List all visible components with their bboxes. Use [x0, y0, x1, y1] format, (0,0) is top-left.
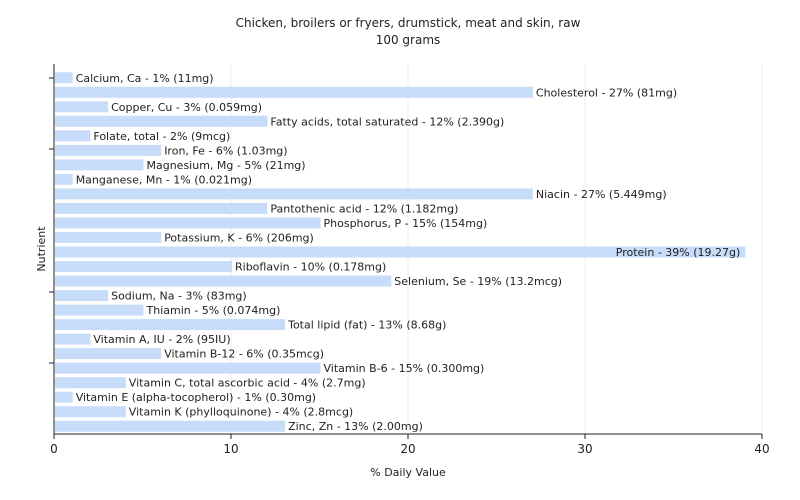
- bar: [55, 406, 126, 418]
- bar-label: Vitamin C, total ascorbic acid - 4% (2.7…: [129, 377, 366, 390]
- bar: [55, 290, 109, 302]
- bar-label: Protein - 39% (19.27g): [616, 246, 741, 259]
- x-tick-label: 10: [223, 442, 238, 456]
- bar: [55, 188, 533, 200]
- bar-label: Copper, Cu - 3% (0.059mg): [111, 101, 262, 114]
- bar-label: Niacin - 27% (5.449mg): [536, 188, 667, 201]
- bar-label: Thiamin - 5% (0.074mg): [146, 304, 281, 317]
- bar-label: Sodium, Na - 3% (83mg): [111, 290, 247, 303]
- bar: [55, 159, 144, 171]
- bar-label: Phosphorus, P - 15% (154mg): [324, 217, 488, 230]
- bar-label: Riboflavin - 10% (0.178mg): [235, 261, 386, 274]
- bar: [55, 144, 162, 156]
- bar: [55, 115, 268, 127]
- y-axis-label: Nutrient: [35, 226, 48, 272]
- bar: [55, 420, 286, 432]
- bar-label: Vitamin A, IU - 2% (95IU): [93, 333, 230, 346]
- bar: [55, 72, 73, 84]
- bar-label: Magnesium, Mg - 5% (21mg): [147, 159, 306, 172]
- x-tick-label: 30: [577, 442, 592, 456]
- bar: [55, 246, 746, 258]
- bar-label: Total lipid (fat) - 13% (8.68g): [287, 319, 446, 332]
- bar: [55, 304, 144, 316]
- bar: [55, 130, 91, 142]
- bar-label: Iron, Fe - 6% (1.03mg): [164, 144, 287, 157]
- bar-label: Vitamin K (phylloquinone) - 4% (2.8mcg): [129, 406, 353, 419]
- bar: [55, 173, 73, 185]
- bar: [55, 391, 73, 403]
- bar-label: Selenium, Se - 19% (13.2mcg): [394, 275, 562, 288]
- bar-label: Manganese, Mn - 1% (0.021mg): [76, 173, 252, 186]
- bar: [55, 319, 286, 331]
- bar-label: Vitamin E (alpha-tocopherol) - 1% (0.30m…: [76, 391, 316, 404]
- bar: [55, 348, 162, 360]
- x-tick-label: 20: [400, 442, 415, 456]
- bar: [55, 333, 91, 345]
- bar: [55, 377, 126, 389]
- bar-label: Pantothenic acid - 12% (1.182mg): [270, 202, 458, 215]
- x-axis-label: % Daily Value: [370, 466, 446, 479]
- bars: Calcium, Ca - 1% (11mg) Cholesterol - 27%…: [55, 72, 746, 433]
- bar: [55, 86, 533, 98]
- x-tick-label: 0: [50, 442, 58, 456]
- bar: [55, 217, 321, 229]
- bar: [55, 202, 268, 214]
- x-tick-label: 40: [754, 442, 769, 456]
- bar: [55, 101, 109, 113]
- x-axis-ticks: 0 10 20 30 40: [49, 77, 770, 456]
- bar-label: Folate, total - 2% (9mcg): [93, 130, 230, 143]
- bar: [55, 275, 392, 287]
- bar: [55, 231, 162, 243]
- chart-title: Chicken, broilers or fryers, drumstick, …: [236, 16, 581, 30]
- bar: [55, 261, 232, 273]
- bar-label: Vitamin B-6 - 15% (0.300mg): [324, 362, 485, 375]
- bar-label: Calcium, Ca - 1% (11mg): [76, 72, 214, 85]
- bar-label: Vitamin B-12 - 6% (0.35mcg): [164, 348, 324, 361]
- bar-label: Zinc, Zn - 13% (2.00mg): [288, 420, 423, 433]
- bar-label: Potassium, K - 6% (206mg): [164, 231, 314, 244]
- bar-label: Fatty acids, total saturated - 12% (2.39…: [270, 115, 504, 128]
- bar-label: Cholesterol - 27% (81mg): [536, 86, 677, 99]
- bar: [55, 362, 321, 374]
- chart-subtitle: 100 grams: [376, 33, 441, 47]
